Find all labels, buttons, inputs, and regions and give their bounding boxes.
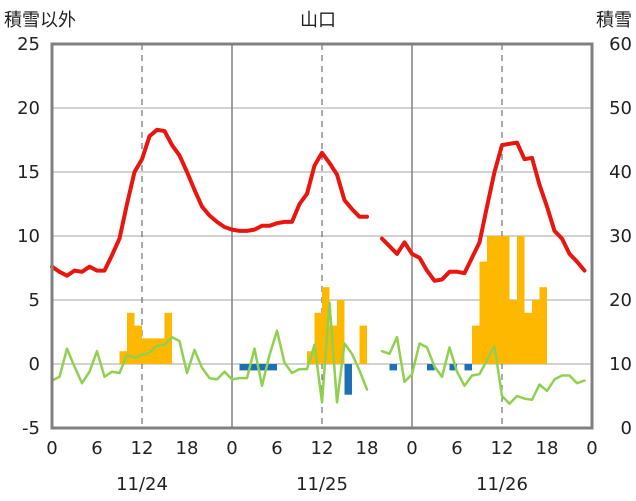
date-label: 11/26 (476, 474, 528, 495)
grid-layer (52, 43, 592, 429)
x-tick-label: 6 (451, 438, 462, 459)
temperature-line (50, 127, 369, 278)
snowfall-bar (142, 338, 150, 364)
snowfall-bar (337, 300, 345, 364)
snowfall-bar (427, 364, 435, 371)
right-tick-label: 60 (609, 34, 632, 55)
snowfall-bar (479, 261, 487, 364)
right-tick-label: 30 (609, 226, 632, 247)
x-tick-label: 0 (226, 438, 237, 459)
snowfall-bars (119, 236, 547, 395)
chart-title: 山口 (300, 10, 336, 31)
snowfall-bar (134, 325, 142, 364)
snowfall-bar (502, 236, 510, 364)
snowfall-bar (472, 325, 480, 364)
plot-frame (50, 42, 594, 430)
snowfall-bar (344, 364, 352, 395)
snowfall-bar (269, 364, 277, 371)
right-tick-label: 20 (609, 290, 632, 311)
x-tick-label: 12 (491, 438, 514, 459)
plot-border (50, 42, 594, 430)
snowfall-bar (464, 364, 472, 371)
snowfall-bar (487, 236, 495, 364)
x-tick-label: 0 (46, 438, 57, 459)
x-tick-label: 18 (356, 438, 379, 459)
left-axis-label: 積雪以外 (4, 10, 76, 31)
snowfall-bar (322, 287, 330, 364)
date-label: 11/25 (296, 474, 348, 495)
snowfall-bar (449, 364, 457, 371)
left-tick-label: 10 (17, 226, 40, 247)
x-tick-label: 12 (131, 438, 154, 459)
precipitation-line (380, 335, 586, 405)
left-tick-label: 25 (17, 34, 40, 55)
right-tick-label: 40 (609, 162, 632, 183)
temperature-line (380, 140, 587, 283)
precipitation-line (50, 301, 369, 404)
left-tick-label: 15 (17, 162, 40, 183)
left-tick-label: 5 (29, 290, 40, 311)
left-tick-label: 20 (17, 98, 40, 119)
x-tick-label: 0 (586, 438, 597, 459)
left-tick-label: 0 (29, 354, 40, 375)
snowfall-bar (149, 338, 157, 364)
snowfall-bar (239, 364, 247, 371)
right-tick-label: 50 (609, 98, 632, 119)
left-tick-label: -5 (22, 418, 40, 439)
x-tick-label: 12 (311, 438, 334, 459)
snowfall-bar (127, 312, 135, 364)
snowfall-bar (359, 325, 367, 364)
snowfall-bar (389, 364, 397, 371)
x-tick-label: 18 (536, 438, 559, 459)
x-tick-label: 0 (406, 438, 417, 459)
date-label: 11/24 (116, 474, 168, 495)
snowfall-bar (314, 312, 322, 364)
snowfall-bar (532, 300, 540, 364)
snowfall-bar (119, 351, 127, 364)
x-tick-label: 6 (271, 438, 282, 459)
right-tick-label: 10 (609, 354, 632, 375)
snowfall-bar (539, 287, 547, 364)
snowfall-bar (509, 300, 517, 364)
x-tick-label: 6 (91, 438, 102, 459)
x-tick-label: 18 (176, 438, 199, 459)
right-tick-label: 0 (621, 418, 632, 439)
snowfall-bar (157, 338, 165, 364)
snowfall-bar (524, 312, 532, 364)
right-axis-label: 積雪 (596, 10, 632, 31)
snowfall-bar (494, 236, 502, 364)
snowfall-bar (517, 236, 525, 364)
snowfall-bar (164, 312, 172, 364)
